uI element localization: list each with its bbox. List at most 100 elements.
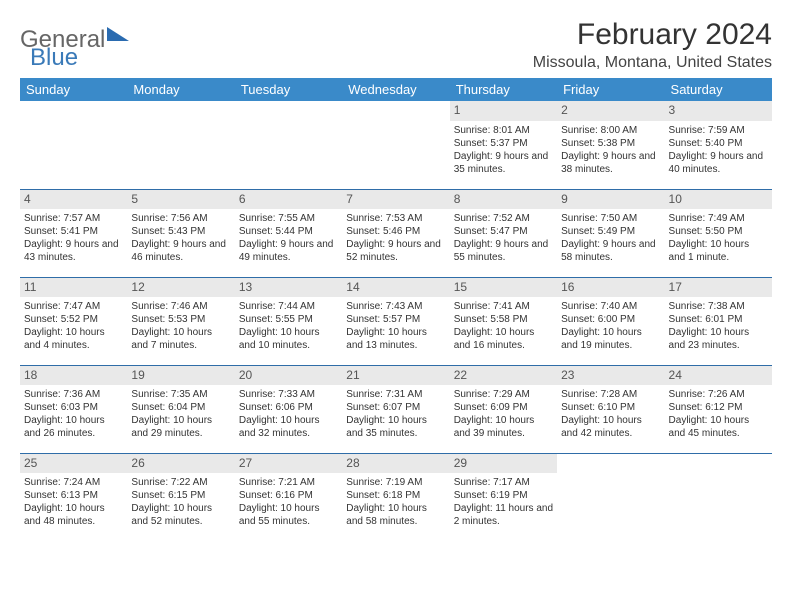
- day-number: 2: [557, 101, 664, 121]
- day-number: 14: [342, 278, 449, 298]
- title-block: February 2024 Missoula, Montana, United …: [533, 18, 772, 72]
- location-text: Missoula, Montana, United States: [533, 54, 772, 72]
- sunset-text: Sunset: 5:46 PM: [346, 225, 445, 238]
- sunset-text: Sunset: 6:18 PM: [346, 489, 445, 502]
- sunrise-text: Sunrise: 7:26 AM: [669, 388, 768, 401]
- sunrise-text: Sunrise: 7:44 AM: [239, 300, 338, 313]
- sunset-text: Sunset: 6:07 PM: [346, 401, 445, 414]
- sunrise-text: Sunrise: 7:55 AM: [239, 212, 338, 225]
- daylight-text: Daylight: 10 hours and 13 minutes.: [346, 326, 445, 352]
- sunset-text: Sunset: 6:13 PM: [24, 489, 123, 502]
- calendar-cell: 5Sunrise: 7:56 AMSunset: 5:43 PMDaylight…: [127, 189, 234, 277]
- daylight-text: Daylight: 10 hours and 35 minutes.: [346, 414, 445, 440]
- daylight-text: Daylight: 9 hours and 38 minutes.: [561, 150, 660, 176]
- day-number: 29: [450, 454, 557, 474]
- daylight-text: Daylight: 10 hours and 29 minutes.: [131, 414, 230, 440]
- sunset-text: Sunset: 5:40 PM: [669, 137, 768, 150]
- calendar-cell: 14Sunrise: 7:43 AMSunset: 5:57 PMDayligh…: [342, 277, 449, 365]
- sunrise-text: Sunrise: 7:49 AM: [669, 212, 768, 225]
- col-saturday: Saturday: [665, 78, 772, 101]
- calendar-cell: 20Sunrise: 7:33 AMSunset: 6:06 PMDayligh…: [235, 365, 342, 453]
- sunset-text: Sunset: 6:00 PM: [561, 313, 660, 326]
- calendar-cell: 2Sunrise: 8:00 AMSunset: 5:38 PMDaylight…: [557, 101, 664, 189]
- calendar-cell: 28Sunrise: 7:19 AMSunset: 6:18 PMDayligh…: [342, 453, 449, 549]
- day-number: 6: [235, 190, 342, 210]
- sunset-text: Sunset: 5:52 PM: [24, 313, 123, 326]
- calendar-cell: 7Sunrise: 7:53 AMSunset: 5:46 PMDaylight…: [342, 189, 449, 277]
- daylight-text: Daylight: 10 hours and 1 minute.: [669, 238, 768, 264]
- daylight-text: Daylight: 9 hours and 55 minutes.: [454, 238, 553, 264]
- sunset-text: Sunset: 6:12 PM: [669, 401, 768, 414]
- calendar-cell: 23Sunrise: 7:28 AMSunset: 6:10 PMDayligh…: [557, 365, 664, 453]
- daylight-text: Daylight: 10 hours and 52 minutes.: [131, 502, 230, 528]
- daylight-text: Daylight: 10 hours and 48 minutes.: [24, 502, 123, 528]
- daylight-text: Daylight: 10 hours and 10 minutes.: [239, 326, 338, 352]
- calendar-body: 1Sunrise: 8:01 AMSunset: 5:37 PMDaylight…: [20, 101, 772, 549]
- sunrise-text: Sunrise: 7:43 AM: [346, 300, 445, 313]
- daylight-text: Daylight: 9 hours and 46 minutes.: [131, 238, 230, 264]
- sunrise-text: Sunrise: 7:41 AM: [454, 300, 553, 313]
- calendar-cell: 18Sunrise: 7:36 AMSunset: 6:03 PMDayligh…: [20, 365, 127, 453]
- sunrise-text: Sunrise: 7:24 AM: [24, 476, 123, 489]
- calendar-cell: 11Sunrise: 7:47 AMSunset: 5:52 PMDayligh…: [20, 277, 127, 365]
- sunset-text: Sunset: 6:09 PM: [454, 401, 553, 414]
- day-number: 4: [20, 190, 127, 210]
- day-number: 28: [342, 454, 449, 474]
- calendar-row: 1Sunrise: 8:01 AMSunset: 5:37 PMDaylight…: [20, 101, 772, 189]
- daylight-text: Daylight: 9 hours and 43 minutes.: [24, 238, 123, 264]
- calendar-row: 25Sunrise: 7:24 AMSunset: 6:13 PMDayligh…: [20, 453, 772, 549]
- daylight-text: Daylight: 10 hours and 16 minutes.: [454, 326, 553, 352]
- daylight-text: Daylight: 10 hours and 19 minutes.: [561, 326, 660, 352]
- daylight-text: Daylight: 10 hours and 45 minutes.: [669, 414, 768, 440]
- daylight-text: Daylight: 10 hours and 7 minutes.: [131, 326, 230, 352]
- daylight-text: Daylight: 9 hours and 58 minutes.: [561, 238, 660, 264]
- sunset-text: Sunset: 6:01 PM: [669, 313, 768, 326]
- daylight-text: Daylight: 10 hours and 58 minutes.: [346, 502, 445, 528]
- calendar-table: Sunday Monday Tuesday Wednesday Thursday…: [20, 78, 772, 549]
- calendar-cell: 3Sunrise: 7:59 AMSunset: 5:40 PMDaylight…: [665, 101, 772, 189]
- sunset-text: Sunset: 6:06 PM: [239, 401, 338, 414]
- sunrise-text: Sunrise: 7:17 AM: [454, 476, 553, 489]
- sunrise-text: Sunrise: 7:47 AM: [24, 300, 123, 313]
- calendar-cell: 16Sunrise: 7:40 AMSunset: 6:00 PMDayligh…: [557, 277, 664, 365]
- sunset-text: Sunset: 5:58 PM: [454, 313, 553, 326]
- sunset-text: Sunset: 6:04 PM: [131, 401, 230, 414]
- calendar-cell: [665, 453, 772, 549]
- sunrise-text: Sunrise: 7:33 AM: [239, 388, 338, 401]
- sunrise-text: Sunrise: 7:29 AM: [454, 388, 553, 401]
- calendar-cell: 22Sunrise: 7:29 AMSunset: 6:09 PMDayligh…: [450, 365, 557, 453]
- sunset-text: Sunset: 6:19 PM: [454, 489, 553, 502]
- sunset-text: Sunset: 5:55 PM: [239, 313, 338, 326]
- sunrise-text: Sunrise: 7:36 AM: [24, 388, 123, 401]
- calendar-cell: 29Sunrise: 7:17 AMSunset: 6:19 PMDayligh…: [450, 453, 557, 549]
- day-number: 5: [127, 190, 234, 210]
- daylight-text: Daylight: 10 hours and 26 minutes.: [24, 414, 123, 440]
- sunset-text: Sunset: 5:37 PM: [454, 137, 553, 150]
- daylight-text: Daylight: 10 hours and 42 minutes.: [561, 414, 660, 440]
- sunset-text: Sunset: 6:03 PM: [24, 401, 123, 414]
- day-number: 20: [235, 366, 342, 386]
- calendar-row: 4Sunrise: 7:57 AMSunset: 5:41 PMDaylight…: [20, 189, 772, 277]
- daylight-text: Daylight: 9 hours and 35 minutes.: [454, 150, 553, 176]
- daylight-text: Daylight: 10 hours and 23 minutes.: [669, 326, 768, 352]
- sunset-text: Sunset: 5:50 PM: [669, 225, 768, 238]
- page-header: General February 2024 Missoula, Montana,…: [20, 18, 772, 72]
- calendar-cell: 24Sunrise: 7:26 AMSunset: 6:12 PMDayligh…: [665, 365, 772, 453]
- day-number: 15: [450, 278, 557, 298]
- sunrise-text: Sunrise: 8:00 AM: [561, 124, 660, 137]
- month-title: February 2024: [533, 18, 772, 52]
- daylight-text: Daylight: 10 hours and 4 minutes.: [24, 326, 123, 352]
- calendar-cell: 19Sunrise: 7:35 AMSunset: 6:04 PMDayligh…: [127, 365, 234, 453]
- sunrise-text: Sunrise: 8:01 AM: [454, 124, 553, 137]
- sunrise-text: Sunrise: 7:50 AM: [561, 212, 660, 225]
- sunset-text: Sunset: 5:49 PM: [561, 225, 660, 238]
- calendar-cell: [557, 453, 664, 549]
- calendar-cell: 12Sunrise: 7:46 AMSunset: 5:53 PMDayligh…: [127, 277, 234, 365]
- day-number: 7: [342, 190, 449, 210]
- day-number: 16: [557, 278, 664, 298]
- calendar-cell: [342, 101, 449, 189]
- day-number: 22: [450, 366, 557, 386]
- daylight-text: Daylight: 9 hours and 49 minutes.: [239, 238, 338, 264]
- sunrise-text: Sunrise: 7:38 AM: [669, 300, 768, 313]
- day-number: 1: [450, 101, 557, 121]
